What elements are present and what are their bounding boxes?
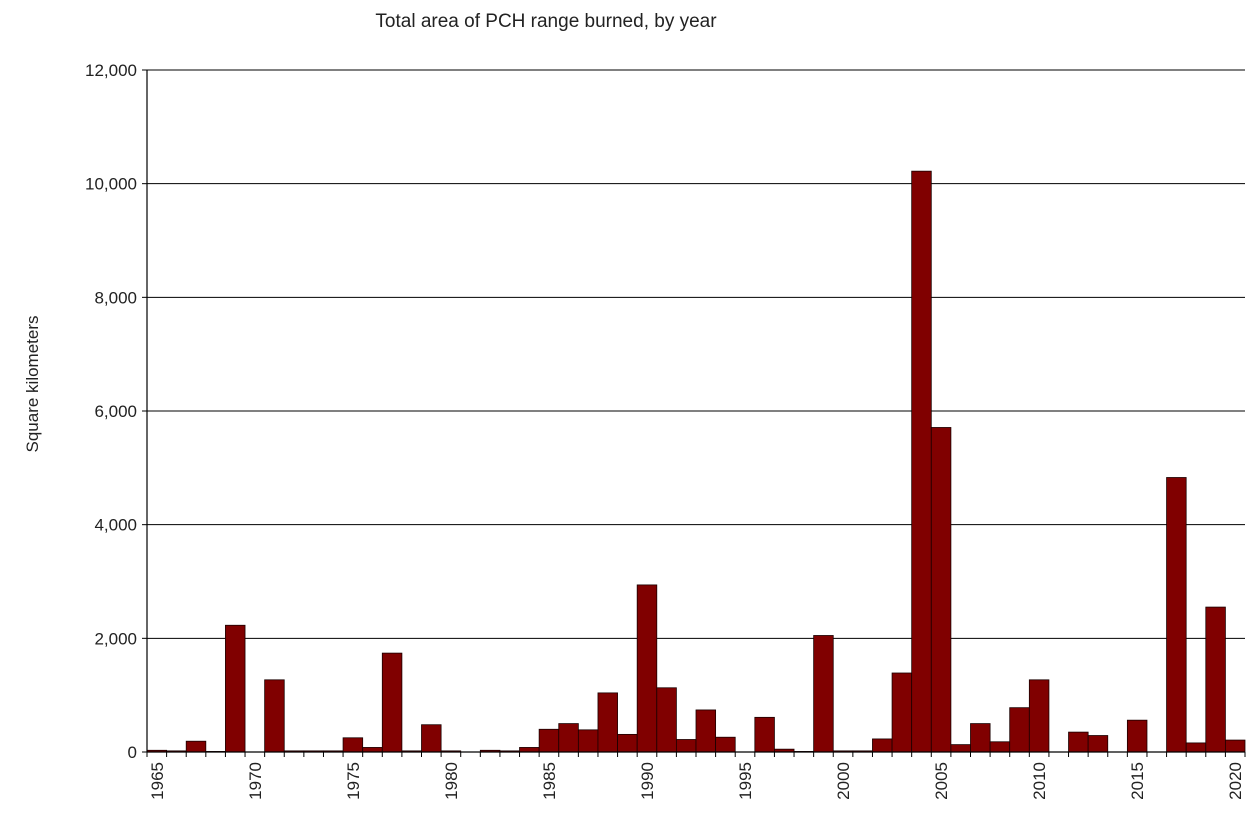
bar <box>185 740 207 753</box>
bar <box>342 737 364 753</box>
bar <box>617 733 638 753</box>
y-tick-label: 10,000 <box>85 175 137 194</box>
bar <box>813 635 834 753</box>
bar <box>577 729 599 753</box>
y-tick-label: 6,000 <box>94 402 137 421</box>
bar <box>1205 606 1226 753</box>
bar <box>225 624 246 753</box>
y-tick-label: 4,000 <box>94 516 137 535</box>
y-tick-label: 8,000 <box>94 288 137 307</box>
bar <box>715 736 736 753</box>
y-axis-title: Square kilometers <box>23 315 42 452</box>
y-tick-label: 2,000 <box>94 629 137 648</box>
bar <box>930 427 952 753</box>
bar <box>1224 739 1246 753</box>
bar-series <box>146 170 1246 753</box>
bar <box>1185 742 1207 753</box>
bar <box>754 716 775 753</box>
x-tick-label: 1975 <box>344 762 363 800</box>
chart-title: Total area of PCH range burned, by year <box>375 11 717 32</box>
bar <box>891 672 913 753</box>
gridlines <box>147 69 1245 639</box>
bar <box>538 728 560 753</box>
bar <box>1068 731 1089 753</box>
bar <box>1166 477 1187 753</box>
bar <box>970 723 991 753</box>
x-tick-label: 2020 <box>1226 762 1245 800</box>
bar <box>989 741 1011 753</box>
bar <box>1028 679 1050 753</box>
x-tick-label: 2000 <box>834 762 853 800</box>
y-tick-label: 12,000 <box>85 61 137 80</box>
bar <box>264 679 285 753</box>
x-tick-label: 1990 <box>638 762 657 800</box>
y-tick-label: 0 <box>128 743 137 762</box>
x-tick-label: 1985 <box>540 762 559 800</box>
bar <box>656 687 677 753</box>
bar <box>1126 719 1148 753</box>
y-tick-labels: 0 2,000 4,000 6,000 8,000 10,000 12,000 <box>85 61 137 762</box>
bar <box>597 692 618 753</box>
x-tick-label: 1995 <box>736 762 755 800</box>
x-tick-label: 2015 <box>1128 762 1147 800</box>
bar <box>1087 735 1109 753</box>
axes <box>142 69 1246 757</box>
bar <box>636 584 658 753</box>
bar <box>558 723 579 753</box>
x-tick-label: 1970 <box>246 762 265 800</box>
x-tick-label: 1980 <box>442 762 461 800</box>
x-tick-label: 2010 <box>1030 762 1049 800</box>
bar <box>1009 707 1030 753</box>
bar <box>872 738 893 753</box>
bar <box>362 747 383 753</box>
bar <box>421 724 442 753</box>
bar <box>950 744 971 753</box>
bar <box>519 747 540 753</box>
x-tick-labels: 1965 1970 1975 1980 1985 1990 1995 2000 2005 2010… <box>148 762 1245 800</box>
x-tick-label: 2005 <box>932 762 951 800</box>
x-tick-label: 1965 <box>148 762 167 800</box>
bar <box>675 739 697 753</box>
bar <box>381 652 403 753</box>
bar <box>695 709 717 753</box>
bar <box>911 170 932 753</box>
